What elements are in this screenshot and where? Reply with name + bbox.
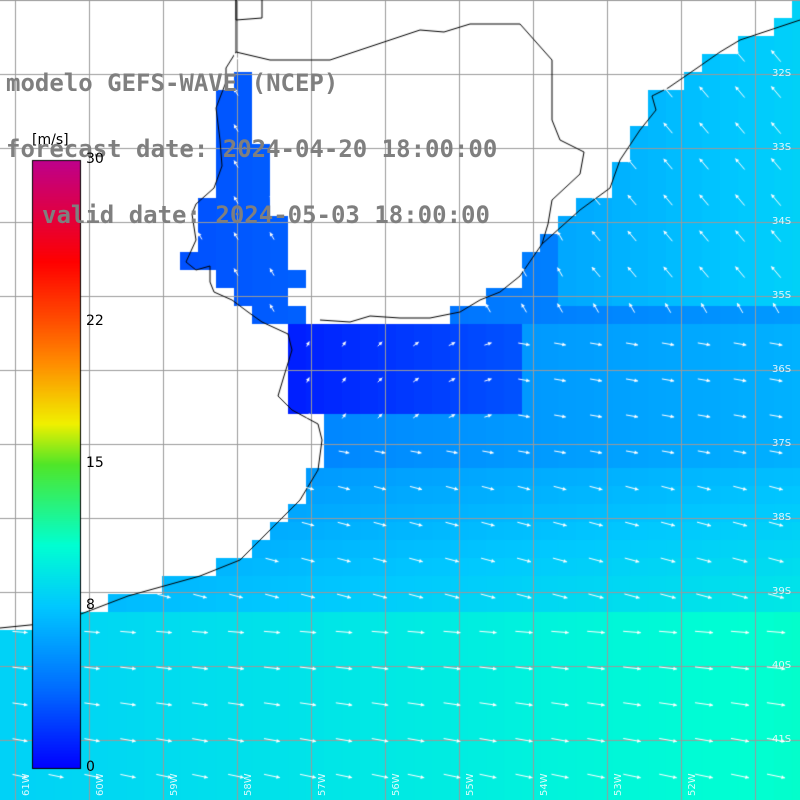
lat-label-3: 35S [772, 290, 792, 301]
colorbar-tick-1: 22 [86, 313, 104, 330]
lat-label-7: 39S [772, 586, 792, 597]
lat-label-8: 40S [772, 660, 792, 671]
colorbar-tick-4: 0 [86, 759, 95, 775]
lon-label-4: 57W [316, 773, 328, 796]
lon-label-5: 56W [390, 773, 402, 796]
colorbar-tick-2: 15 [86, 455, 104, 471]
lon-label-0: 61W [20, 773, 32, 796]
lat-label-9: 41S [772, 734, 792, 745]
lon-label-6: 55W [464, 773, 476, 796]
colorbar-tick-3: 8 [86, 596, 95, 613]
lat-label-0: 32S [772, 68, 792, 79]
lat-label-4: 36S [772, 364, 792, 375]
lon-label-1: 60W [94, 773, 106, 796]
lon-label-2: 59W [168, 773, 180, 796]
lon-label-7: 54W [538, 773, 550, 796]
lon-label-9: 52W [686, 773, 698, 796]
lat-label-5: 37S [772, 438, 792, 449]
lat-label-6: 38S [772, 512, 792, 523]
colorbar-tick-0: 30 [86, 151, 104, 167]
lat-label-1: 33S [772, 142, 792, 153]
lon-label-8: 53W [612, 773, 624, 796]
lat-label-2: 34S [772, 216, 792, 227]
colorbar-unit: [m/s] [32, 132, 69, 148]
lon-label-3: 58W [242, 773, 254, 796]
